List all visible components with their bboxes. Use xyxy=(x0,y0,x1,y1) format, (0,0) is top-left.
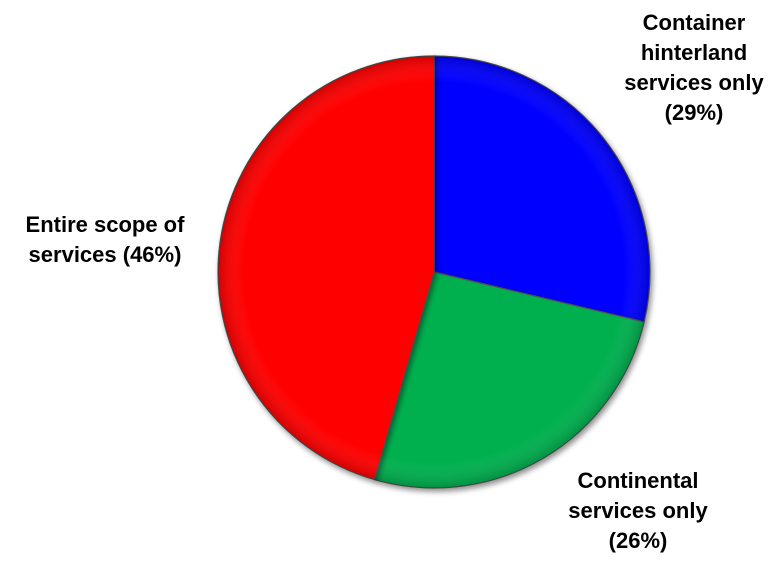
slice-label-line: hinterland xyxy=(641,40,747,65)
slice-labels: Container hinterland services only (29%)Con… xyxy=(26,10,765,553)
slice-label-line: Container xyxy=(643,10,746,35)
slice-label-line: services only xyxy=(568,498,708,523)
slice-label-line: (26%) xyxy=(609,528,668,553)
slice-label-line: services only xyxy=(624,70,764,95)
slice-label-line: (29%) xyxy=(665,100,724,125)
slice-label-line: services (46%) xyxy=(29,242,182,267)
slice-label-line: Entire scope of xyxy=(26,212,186,237)
slice-label-2: Entire scope of services (46%) xyxy=(26,212,186,267)
slice-label-0: Container hinterland services only (29%) xyxy=(624,10,764,125)
slice-label-line: Continental xyxy=(578,468,699,493)
slice-label-1: Continental services only (26%) xyxy=(568,468,708,553)
pie-slices xyxy=(217,55,651,489)
